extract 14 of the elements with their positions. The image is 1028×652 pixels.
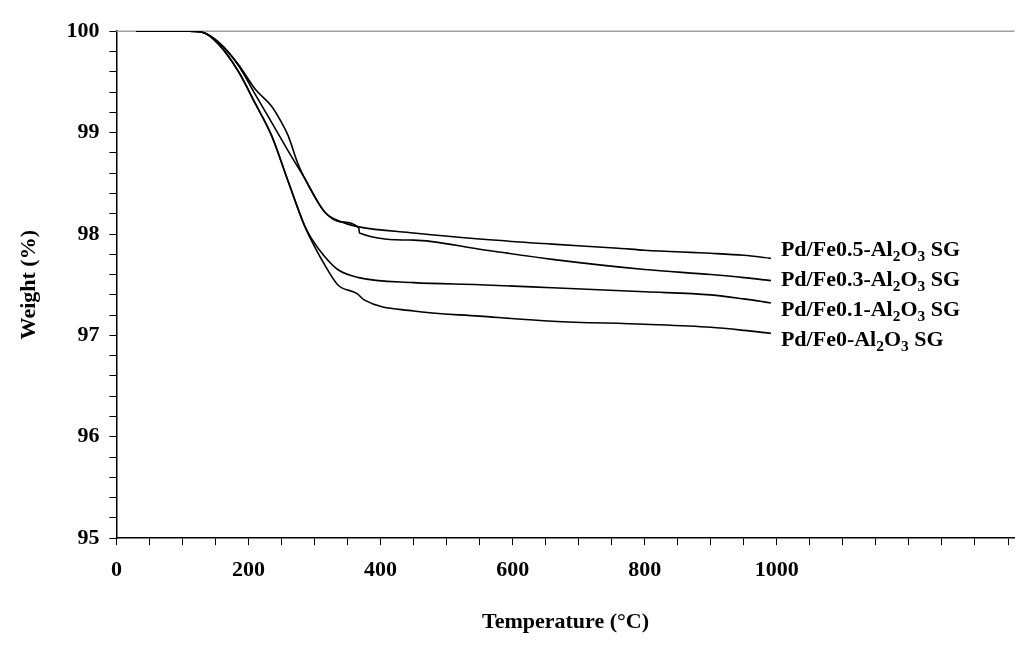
x-tick-label: 400	[364, 556, 398, 582]
y-tick-label: 97	[77, 321, 100, 347]
y-tick-label: 96	[77, 422, 100, 448]
x-axis-title: Temperature (°C)	[481, 608, 650, 634]
y-tick-label: 100	[66, 16, 100, 42]
x-tick-label: 800	[628, 556, 662, 582]
x-tick-label: 200	[231, 556, 265, 582]
x-tick-label: 0	[110, 556, 122, 582]
y-axis-title: Weight (%)	[14, 230, 40, 340]
y-tick-label: 99	[77, 118, 100, 144]
y-tick-label: 95	[77, 523, 100, 549]
x-tick-label: 600	[496, 556, 530, 582]
y-tick-label: 98	[77, 219, 100, 245]
x-tick-label: 1000	[754, 556, 799, 582]
